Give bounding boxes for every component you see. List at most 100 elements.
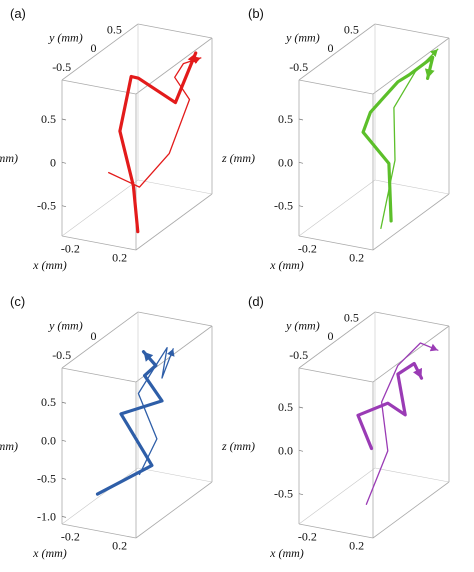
trajectory-thick: [118, 51, 198, 234]
z-tick-mark: [61, 118, 67, 121]
trajectory-thick-arrowhead: [424, 68, 435, 79]
box-edge: [61, 467, 139, 525]
box-edge: [298, 311, 376, 369]
x-tick-label: 0.2: [112, 251, 127, 265]
box-edge: [372, 325, 450, 383]
z-tick-label: 0.0: [278, 155, 293, 169]
z-tick-label: 0.5: [41, 112, 56, 126]
x-tick-label: 0.2: [112, 539, 127, 553]
y-axis-label: y (mm): [285, 31, 320, 45]
z-tick-mark: [61, 439, 67, 442]
panel-label: (d): [248, 294, 264, 309]
x-axis-label: x (mm): [269, 258, 304, 272]
z-tick-label: 0: [50, 155, 56, 169]
z-axis-label: z (mm): [0, 151, 18, 165]
trajectory-thick-arrowhead: [413, 367, 422, 379]
z-axis-label: z (mm): [221, 439, 255, 453]
panel-label: (c): [10, 294, 25, 309]
z-tick-mark: [61, 161, 67, 164]
y-tick-label: 0: [328, 41, 334, 55]
chart-panel-4: (d) 0.5 0.0 -0.5 z (mm) 0.5 0 -0.5 y (mm) -0.2 0.2…: [221, 294, 450, 560]
x-axis-label: x (mm): [269, 546, 304, 560]
z-tick-label: 0.5: [278, 400, 293, 414]
box-edge: [298, 79, 374, 95]
z-axis-label: z (mm): [0, 439, 18, 453]
chart-panel-1: (a) 0.5 0 -0.5 z (mm) 0.5 0 -0.5 y (mm) -0.2 0.2 x …: [0, 6, 213, 272]
box-edge: [298, 523, 374, 539]
x-axis-label: x (mm): [32, 258, 67, 272]
trajectory-thin: [137, 347, 174, 476]
box-edge: [137, 179, 213, 195]
box-edge: [298, 179, 376, 237]
x-tick-label: -0.2: [61, 241, 80, 255]
z-tick-mark: [61, 516, 67, 518]
trajectory-thick: [361, 55, 435, 223]
box-edge: [135, 193, 213, 251]
y-tick-label: 0: [328, 329, 334, 343]
box-edge: [298, 235, 374, 251]
box-edge: [137, 467, 213, 483]
z-tick-mark: [298, 205, 304, 208]
trajectory-thin: [108, 57, 202, 188]
y-tick-label: 0.5: [107, 22, 122, 36]
y-tick-label: -0.5: [289, 348, 308, 362]
y-tick-label: 0.5: [344, 22, 359, 36]
box-edge: [374, 179, 450, 195]
box-edge: [298, 467, 376, 525]
z-tick-label: 0.5: [278, 112, 293, 126]
box-edge: [61, 179, 139, 237]
y-tick-label: -0.5: [289, 60, 308, 74]
box-edge: [61, 367, 137, 383]
z-tick-mark: [298, 161, 304, 164]
trajectory-thin-arrowhead: [167, 348, 175, 357]
box-edge: [298, 367, 374, 383]
y-tick-label: -0.5: [52, 60, 71, 74]
y-axis-label: y (mm): [48, 31, 83, 45]
y-tick-label: 0.5: [344, 310, 359, 324]
y-tick-label: 0: [91, 329, 97, 343]
box-edge: [298, 23, 376, 81]
trajectory-thin: [365, 342, 439, 505]
trajectory-thin-arrowhead: [430, 49, 438, 57]
box-edge: [372, 193, 450, 251]
trajectory-thick: [95, 350, 164, 496]
box-edge: [372, 481, 450, 539]
x-axis-label: x (mm): [32, 546, 67, 560]
trajectory-thin-arrowhead: [429, 343, 438, 352]
z-tick-mark: [298, 493, 304, 496]
box-edge: [137, 311, 213, 327]
box-edge: [374, 311, 450, 327]
trajectory-thin-arrowhead: [192, 56, 201, 64]
box-edge: [61, 235, 137, 251]
box-edge: [61, 523, 137, 539]
y-axis-label: y (mm): [285, 319, 320, 333]
y-tick-label: -0.5: [52, 348, 71, 362]
panel-label: (b): [248, 6, 264, 21]
panel-label: (a): [10, 6, 26, 21]
y-tick-label: 0: [91, 41, 97, 55]
z-tick-label: 0.0: [41, 433, 56, 447]
box-edge: [61, 23, 139, 81]
z-tick-mark: [61, 205, 67, 208]
y-axis-label: y (mm): [48, 319, 83, 333]
box-edge: [374, 467, 450, 483]
z-tick-label: 0.5: [41, 395, 56, 409]
x-tick-label: -0.2: [298, 241, 317, 255]
z-tick-label: 0.0: [278, 443, 293, 457]
z-tick-mark: [298, 118, 304, 121]
z-tick-mark: [61, 478, 67, 480]
z-tick-label: -0.5: [37, 471, 56, 485]
box-edge: [137, 23, 213, 39]
z-axis-label: z (mm): [221, 151, 255, 165]
box-edge: [372, 37, 450, 95]
z-tick-mark: [298, 449, 304, 452]
trajectory-thin: [380, 48, 439, 230]
x-tick-label: 0.2: [349, 251, 364, 265]
z-tick-label: -0.5: [274, 487, 293, 501]
box-edge: [61, 79, 137, 95]
trajectory-thick-arrowhead: [143, 351, 154, 362]
chart-panel-3: (c) 0.5 0.0 -0.5 -1.0 z (mm) 0 -0.5 y (mm) -0.2 0.…: [0, 294, 213, 560]
x-tick-label: -0.2: [298, 529, 317, 543]
z-tick-label: -0.5: [274, 199, 293, 213]
